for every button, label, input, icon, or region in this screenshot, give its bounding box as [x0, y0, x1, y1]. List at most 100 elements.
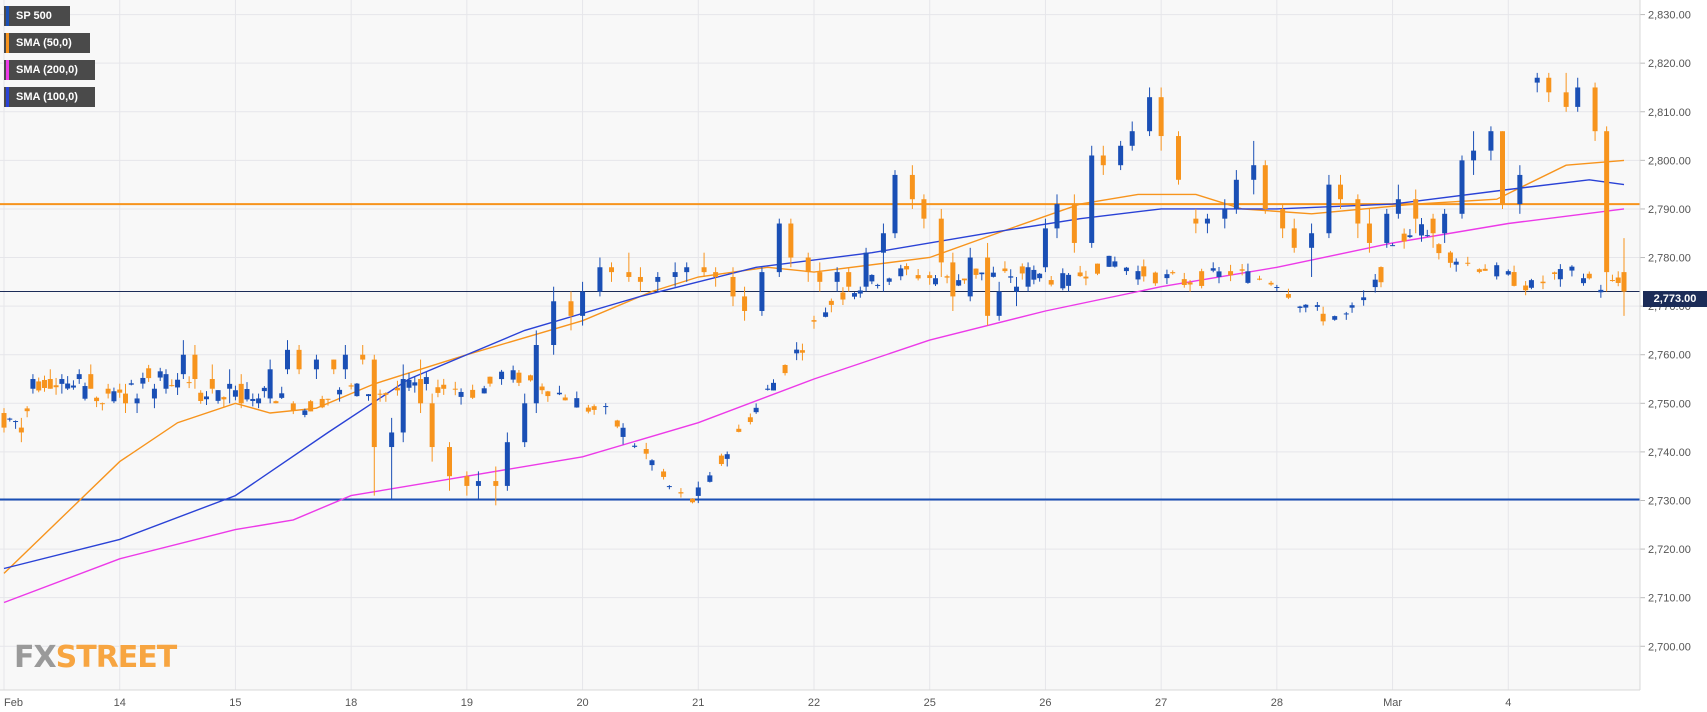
candle-body: [1395, 199, 1401, 214]
candle-body: [1366, 223, 1372, 243]
candle-body: [418, 379, 424, 404]
legend-sma50[interactable]: SMA (50,0): [4, 33, 90, 53]
candle-body: [794, 349, 800, 354]
candle-body: [574, 398, 580, 408]
y-tick-label: 2,820.00: [1648, 58, 1691, 70]
y-tick-label: 2,830.00: [1648, 10, 1691, 22]
candle-body: [1106, 255, 1112, 267]
candle-body: [1123, 267, 1129, 272]
candle-body: [377, 393, 383, 395]
candle-body: [1615, 277, 1621, 283]
candle-body: [1511, 272, 1517, 286]
x-axis-background: [0, 690, 1640, 712]
candle-body: [227, 383, 233, 389]
candle-body: [909, 174, 915, 200]
candle-body: [290, 403, 296, 411]
candle-body: [105, 388, 111, 394]
candle-body: [742, 296, 748, 311]
candle-body: [504, 442, 510, 486]
candle-body: [545, 391, 551, 397]
candle-body: [1390, 245, 1396, 247]
candle-body: [1031, 269, 1037, 280]
candle-body: [36, 381, 42, 391]
candle-body: [846, 272, 852, 287]
candle-body: [678, 492, 684, 494]
x-tick-label: 19: [461, 697, 473, 709]
candle-body: [146, 368, 152, 379]
candle-body: [325, 398, 331, 400]
x-tick-label: Feb: [4, 697, 23, 709]
candle-body: [956, 280, 962, 286]
candle-body: [13, 421, 19, 423]
candle-body: [713, 272, 719, 277]
x-tick-label: 25: [924, 697, 936, 709]
candle-body: [892, 174, 898, 234]
y-tick-label: 2,800.00: [1648, 155, 1691, 167]
candle-body: [1285, 294, 1291, 298]
candle-body: [232, 390, 238, 397]
candle-body: [979, 272, 985, 275]
y-tick-label: 2,710.00: [1648, 593, 1691, 605]
candle-body: [1152, 272, 1158, 284]
candle-body: [1442, 213, 1448, 234]
candle-body: [1216, 271, 1222, 277]
candle-body: [551, 301, 557, 345]
candle-body: [718, 455, 724, 465]
candle-body: [1471, 150, 1477, 161]
legend-symbol[interactable]: SP 500: [4, 6, 70, 26]
candle-body: [516, 372, 522, 383]
candle-body: [423, 377, 429, 384]
candle-body: [1569, 266, 1575, 271]
candle-body: [59, 379, 65, 384]
candle-body: [464, 476, 470, 486]
candle-body: [400, 379, 406, 433]
candle-body: [1141, 266, 1147, 277]
candle-body: [313, 359, 319, 370]
legend-sma200[interactable]: SMA (200,0): [4, 60, 95, 80]
candle-body: [487, 376, 493, 384]
candle-body: [915, 275, 921, 279]
candle-body: [782, 365, 788, 374]
candle-body: [1447, 252, 1453, 263]
sma-line: [3, 208, 1625, 604]
candle-body: [354, 383, 360, 397]
candle-body: [1343, 313, 1349, 315]
candle-body: [661, 471, 667, 477]
candle-body: [823, 312, 829, 317]
candle-body: [1025, 267, 1031, 287]
candle-body: [904, 266, 910, 270]
candle-body: [852, 293, 857, 297]
candle-body: [556, 392, 562, 395]
candle-body: [528, 375, 533, 381]
candle-body: [1528, 280, 1534, 288]
candle-body: [493, 481, 499, 486]
candle-body: [609, 267, 614, 273]
candle-body: [724, 454, 730, 459]
candle-body: [215, 390, 221, 401]
candle-body: [690, 498, 695, 503]
candle-body: [1060, 273, 1066, 289]
candle-body: [759, 272, 765, 311]
candle-body: [510, 370, 516, 380]
legend-sma100[interactable]: SMA (100,0): [4, 87, 95, 107]
candle-body: [1280, 208, 1286, 229]
candle-body: [1100, 155, 1106, 166]
candle-body: [256, 398, 262, 404]
candle-body: [1459, 160, 1465, 214]
candle-body: [626, 272, 632, 277]
candle-body: [840, 292, 846, 300]
candle-body: [990, 272, 996, 277]
candle-body: [1222, 208, 1228, 219]
candle-body: [672, 272, 678, 277]
candle-body: [111, 391, 117, 402]
candle-body: [753, 407, 759, 413]
candle-body: [1575, 87, 1581, 107]
candle-body: [1500, 131, 1505, 205]
candle-body: [1320, 313, 1326, 322]
candle-body: [765, 388, 771, 390]
candle-body: [730, 276, 736, 297]
candle-body: [1245, 271, 1251, 283]
candle-body: [799, 350, 805, 353]
candle-body: [406, 379, 412, 388]
